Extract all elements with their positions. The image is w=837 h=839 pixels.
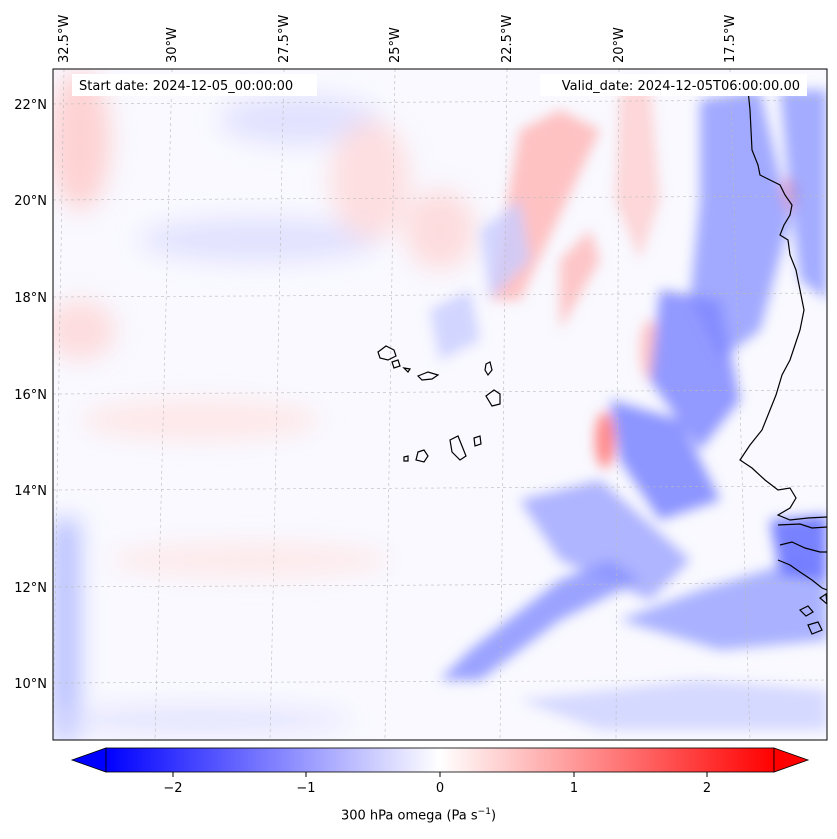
island-brava [403,455,409,462]
field-texture [53,70,475,740]
colorbar-tick-label: 0 [436,781,444,796]
lat-tick-label: 14°N [14,484,47,499]
lat-tick-label: 12°N [14,581,47,596]
island-sal [484,361,493,377]
valid-date-box [540,74,807,96]
valid-date-label: Valid_date: 2024-12-05T06:00:00.00 [562,79,800,94]
longitude-ticks: 32.5°W 30°W 27.5°W 25°W 22.5°W 20°W 17.5… [57,15,738,63]
guinea-bissau-coastline [777,559,827,591]
island-santo-antao [377,345,397,361]
start-date-box [72,74,317,96]
lat-tick-label: 20°N [14,194,47,209]
island-santa-luzia [402,367,412,373]
lat-tick-label: 18°N [14,291,47,306]
lon-tick-label: 27.5°W [277,15,292,63]
colorbar-tick-label: −1 [296,781,315,796]
colorbar-label-unit-exponent: −1 [477,807,491,817]
colorbar-ticks: −2 −1 0 1 2 [163,772,711,796]
island-maio [473,435,482,447]
lon-tick-label: 20°W [612,27,627,63]
island-boa-vista [485,389,501,407]
coastlines [377,89,827,635]
africa-coastline [739,89,827,521]
omega-field [53,69,827,740]
colorbar-label: 300 hPa omega (Pa s−1) [0,807,837,823]
gridline-lon-2 [269,69,285,740]
colorbar-tick-label: −2 [163,781,182,796]
lon-tick-label: 25°W [388,27,403,63]
lat-tick-label: 22°N [14,98,47,113]
lat-tick-label: 16°N [14,388,47,403]
lon-tick-label: 22.5°W [500,15,515,63]
island-sao-nicolau [416,371,440,381]
field-features [430,80,827,730]
start-date-label: Start date: 2024-12-05_00:00:00 [79,79,293,94]
island-fogo [415,449,429,463]
lon-tick-label: 30°W [165,27,180,63]
map-frame [52,68,828,741]
island-sao-vicente [391,359,401,369]
colorbar-tick-label: 2 [703,781,711,796]
gambia-coastline [777,523,827,553]
gridline-lon-5 [615,69,620,740]
gridline-lon-0 [53,69,65,740]
lon-tick-label: 32.5°W [57,15,72,63]
latitude-ticks: 22°N 20°N 18°N 16°N 14°N 12°N 10°N [14,98,47,692]
gridline-lon-3 [384,69,396,740]
colorbar-tick-label: 1 [570,781,578,796]
colorbar-extend-high [773,747,810,773]
colorbar-extend-low [70,747,107,773]
graticule [53,69,827,740]
colorbar: −2 −1 0 1 2 [70,747,810,796]
gridline-lon-4 [499,69,508,740]
lon-tick-label: 17.5°W [723,15,738,63]
colorbar-body [105,747,775,773]
colorbar-label-close: ) [490,808,497,824]
colorbar-label-text: 300 hPa omega (Pa s [340,808,478,824]
gridline-lon-1 [154,69,173,740]
gridline-lon-6 [729,69,751,740]
lat-tick-label: 10°N [14,677,47,692]
island-santiago [449,435,467,461]
